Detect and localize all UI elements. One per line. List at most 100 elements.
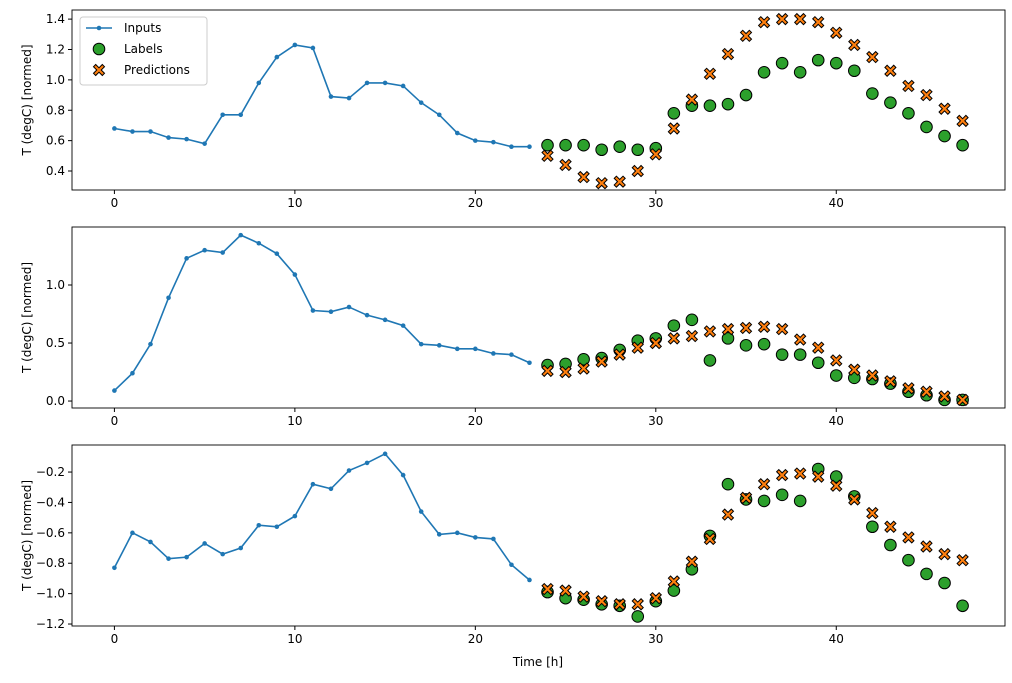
inputs-point [364,80,370,86]
inputs-point [454,130,460,136]
label-point [884,538,897,552]
inputs-point [346,304,352,310]
label-point [559,138,572,152]
prediction-point [721,47,735,61]
legend-predictions-marker [92,63,106,77]
y-tick-label: 0.8 [46,103,65,117]
inputs-point [148,129,153,134]
inputs-point [328,94,334,99]
inputs-point [148,539,153,545]
prediction-point [559,158,572,172]
prediction-point [703,67,717,81]
inputs-point [527,144,532,150]
label-point [902,553,915,567]
y-tick-label: −0.4 [36,495,65,509]
prediction-point [649,336,663,350]
inputs-point [292,513,298,519]
y-tick-label: 0.5 [46,336,65,350]
legend-entry-predictions: Predictions [124,63,190,77]
prediction-point [793,12,807,26]
label-point [793,65,807,79]
prediction-point [757,478,771,491]
prediction-point [685,329,699,343]
prediction-point [649,148,663,161]
prediction-point [775,468,789,482]
x-tick-label: 20 [468,414,483,428]
inputs-point [400,323,406,328]
prediction-point [793,467,807,480]
prediction-point [920,385,933,398]
prediction-point [956,553,969,567]
x-tick-label: 10 [287,632,302,646]
prediction-point [703,532,717,546]
inputs-point [166,556,171,561]
y-tick-label: −0.2 [36,465,65,479]
y-tick-label: 1.4 [46,12,65,26]
axes-frame [71,9,1006,191]
prediction-point [613,598,626,611]
inputs-point [454,530,460,536]
label-point [541,138,554,152]
prediction-point [595,355,608,368]
prediction-point [703,325,717,338]
label-point [757,65,771,79]
prediction-point [577,590,590,603]
label-point [775,348,789,361]
inputs-point [166,135,171,140]
label-point [667,584,681,597]
prediction-point [577,170,590,184]
label-point [703,99,717,112]
prediction-point [559,365,572,379]
inputs-point [509,144,514,150]
y-tick-label: 1.2 [46,42,65,56]
inputs-point [364,312,370,318]
prediction-point [667,332,681,345]
prediction-point [685,93,699,106]
label-point [613,140,627,154]
prediction-point [884,375,897,388]
prediction-point [721,508,735,521]
inputs-point [418,100,424,105]
inputs-point [418,341,424,347]
label-point [793,494,807,508]
x-tick-label: 40 [829,632,844,646]
prediction-point [830,354,843,367]
prediction-point [595,176,608,190]
prediction-point [775,12,789,26]
label-point [667,319,681,332]
prediction-point [866,50,879,64]
inputs-point [491,536,496,542]
label-point [721,332,735,345]
prediction-point [613,175,626,188]
axes-frame [71,226,1006,409]
inputs-point [148,341,153,347]
label-point [595,143,608,157]
prediction-point [884,520,897,533]
label-point [829,470,843,483]
label-point [685,313,699,327]
x-tick-label: 20 [468,196,483,210]
y-axis-label: T (degC) [normed] [20,44,34,156]
inputs-point [166,295,171,301]
prediction-point [577,362,590,375]
prediction-point [667,575,681,588]
prediction-point [631,341,644,354]
y-tick-label: 0.6 [46,134,65,148]
inputs-point [491,139,496,145]
prediction-point [757,320,771,333]
inputs-point [256,240,262,246]
legend-entry-labels: Labels [124,42,163,56]
inputs-point [220,250,225,255]
inputs-line [113,452,530,581]
inputs-point [112,126,117,131]
prediction-point [685,555,699,568]
label-point [667,106,681,120]
prediction-point [775,322,789,336]
inputs-point [473,535,478,540]
label-point [829,56,843,70]
inputs-point [382,317,388,323]
inputs-point [491,351,496,356]
legend-labels-marker [92,42,106,56]
inputs-point [346,95,352,101]
